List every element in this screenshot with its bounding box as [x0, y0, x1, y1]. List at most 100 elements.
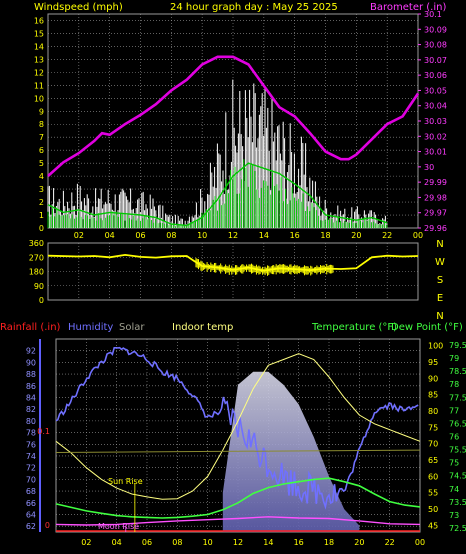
panel2-grid	[48, 242, 419, 301]
left-axis-tick-label: 88	[26, 370, 36, 379]
wind-direction-series	[47, 253, 419, 276]
panel3-x-tick-label: 02	[81, 538, 91, 547]
dew-point-line	[55, 516, 421, 526]
indoor-temp-line	[55, 353, 421, 500]
left-axis-tick-label: 78	[26, 429, 36, 438]
dewpoint-tick-label: 74.5	[449, 472, 466, 481]
windspeed-axis-label: Windspeed (mph)	[34, 2, 123, 13]
dewpoint-tick-label: 73	[449, 511, 459, 520]
dewpoint-tick-label: 79.5	[449, 341, 466, 350]
dewpoint-tick-label: 77	[449, 406, 459, 415]
windspeed-tick-label: 1	[39, 211, 44, 220]
direction-tick-label: 90	[34, 282, 44, 291]
panel3-x-tick-label: 06	[142, 538, 152, 547]
left-axis-tick-label: 66	[26, 499, 36, 508]
windspeed-tick-label: 2	[39, 198, 44, 207]
barometer-tick-label: 30.1	[424, 10, 442, 19]
dewpoint-tick-label: 75.5	[449, 446, 466, 455]
temperature-label: Temperature (°F)	[311, 322, 397, 333]
windspeed-tick-label: 6	[39, 146, 44, 155]
humidity-axis-ticks: 45 50 55 60 65 70 75 80 85 90 95 100	[428, 342, 443, 531]
humidity-label: Humidity	[68, 322, 113, 333]
compass-label: N	[436, 239, 443, 250]
sun-rise-label: Sun Rise	[108, 477, 143, 486]
barometer-line	[47, 55, 420, 177]
barometer-series	[47, 55, 420, 177]
barometer-tick-label: 30.08	[424, 41, 447, 50]
windspeed-tick-label: 10	[34, 94, 44, 103]
left-axis-tick-label: 82	[26, 405, 36, 414]
windspeed-tick-label: 15	[34, 29, 44, 38]
left-axis-tick-label: 64	[26, 510, 36, 519]
compass-label: W	[435, 257, 445, 268]
panel1-x-tick-label: 06	[135, 231, 145, 240]
direction-degree-ticks: 360 270 180 90 0	[29, 239, 44, 305]
direction-tick-label: 360	[29, 239, 44, 248]
windspeed-tick-label: 8	[39, 120, 44, 129]
panel1-x-tick-label: 04	[105, 231, 115, 240]
barometer-tick-label: 30.01	[424, 148, 447, 157]
chart-title: 24 hour graph day : May 25 2025	[170, 2, 338, 13]
dewpoint-tick-label: 77.5	[449, 393, 466, 402]
panel3-x-tick-label: 14	[263, 538, 273, 547]
windspeed-tick-label: 7	[39, 133, 44, 142]
panel1-x-tick-label: 18	[320, 231, 330, 240]
humidity-tick-label: 75	[428, 423, 438, 432]
panel3-x-tick-label: 08	[172, 538, 182, 547]
windspeed-tick-label: 4	[39, 172, 44, 181]
windspeed-tick-label: 13	[34, 55, 44, 64]
windspeed-tick-label: 5	[39, 159, 44, 168]
windspeed-series	[47, 79, 388, 228]
humidity-tick-label: 45	[428, 521, 438, 530]
panel1-x-tick-label: 14	[259, 231, 269, 240]
direction-tick-label: 270	[29, 253, 44, 262]
left-axis-tick-label: 80	[26, 417, 36, 426]
moon-rise-label: Moon Rise	[98, 522, 139, 531]
dewpoint-tick-label: 78	[449, 380, 459, 389]
left-axis-tick-label: 70	[26, 475, 36, 484]
humidity-tick-label: 70	[428, 440, 438, 449]
panel3-x-tick-label: 20	[354, 538, 364, 547]
dewpoint-tick-label: 75	[449, 459, 459, 468]
panel3-x-tick-label: 16	[294, 538, 304, 547]
humidity-tick-label: 90	[428, 374, 438, 383]
left-axis-tick-label: 92	[26, 347, 36, 356]
humidity-tick-label: 60	[428, 472, 438, 481]
barometer-tick-label: 30.09	[424, 25, 447, 34]
panel3-x-ticks: 02 04 06 08 10 12 14 16 18 20 22 00	[81, 538, 425, 547]
barometer-axis-ticks: 29.96 29.97 29.98 29.99 30 30.01 30.02 30.03 30.…	[418, 10, 447, 233]
panel3-x-tick-label: 10	[203, 538, 213, 547]
dewpoint-tick-label: 74	[449, 485, 459, 494]
panel1-x-ticks: 02 04 06 08 10 12 14 16 18 20 22 00	[74, 231, 423, 240]
left-axis-ticks: 62 64 66 68 70 72 74 76 78 80 82 84 86 88 90 92 0.1 0	[26, 339, 50, 532]
panel3-series	[55, 346, 421, 532]
humidity-tick-label: 65	[428, 456, 438, 465]
barometer-tick-label: 30.03	[424, 117, 447, 126]
humidity-tick-label: 55	[428, 489, 438, 498]
panel3-x-tick-label: 12	[233, 538, 243, 547]
dewpoint-tick-label: 73.5	[449, 498, 466, 507]
barometer-axis-label: Barometer (.in)	[370, 2, 446, 13]
windspeed-tick-label: 12	[34, 68, 44, 77]
dewpoint-tick-label: 78.5	[449, 367, 466, 376]
temperature-line	[55, 477, 421, 519]
barometer-tick-label: 30	[424, 163, 434, 172]
panel1-x-tick-label: 02	[74, 231, 84, 240]
left-axis-tick-label: 74	[26, 452, 36, 461]
panel3-x-tick-label: 00	[415, 538, 425, 547]
humidity-line	[55, 346, 419, 510]
panel1-x-tick-label: 12	[228, 231, 238, 240]
indoor-reference-line	[55, 449, 421, 453]
windspeed-tick-label: 16	[34, 16, 44, 25]
left-axis-tick-label: 68	[26, 487, 36, 496]
compass-label: S	[437, 275, 443, 286]
dewpoint-tick-label: 76.5	[449, 419, 466, 428]
panel1-x-tick-label: 16	[290, 231, 300, 240]
compass-label: N	[436, 311, 443, 322]
barometer-tick-label: 29.99	[424, 178, 447, 187]
left-axis-tick-label: 62	[26, 522, 36, 531]
